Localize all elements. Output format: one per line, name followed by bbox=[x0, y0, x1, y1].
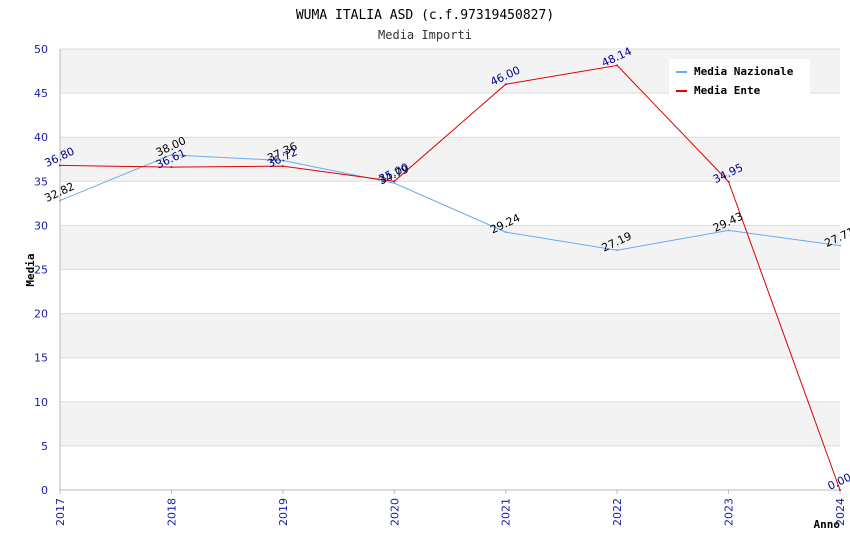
chart-title: WUMA ITALIA ASD (c.f.97319450827) bbox=[296, 8, 554, 23]
data-point bbox=[616, 249, 619, 252]
data-point bbox=[839, 244, 841, 247]
data-point bbox=[281, 165, 284, 168]
data-point bbox=[504, 83, 507, 86]
x-tick-label: 2024 bbox=[834, 498, 847, 526]
data-point bbox=[281, 159, 284, 162]
data-point bbox=[839, 489, 841, 491]
y-tick-label: 10 bbox=[34, 396, 48, 409]
legend: Media Nazionale Media Ente bbox=[669, 59, 810, 97]
data-point bbox=[727, 229, 730, 232]
data-label: 0.00 bbox=[826, 471, 850, 493]
x-tick-label: 2023 bbox=[723, 498, 736, 526]
y-tick-label: 25 bbox=[34, 264, 48, 277]
y-axis-label: Media bbox=[24, 253, 37, 286]
x-tick-label: 2018 bbox=[165, 498, 178, 526]
legend-box bbox=[669, 59, 810, 97]
data-point bbox=[504, 231, 507, 234]
series-line-1 bbox=[59, 64, 841, 491]
y-tick-label: 45 bbox=[34, 87, 48, 100]
y-tick-labels: 0 5 10 15 20 25 30 35 40 45 50 bbox=[34, 43, 48, 497]
x-tick-label: 2017 bbox=[54, 498, 67, 526]
y-tick-label: 30 bbox=[34, 219, 48, 232]
x-tick-label: 2020 bbox=[388, 498, 401, 526]
series-line-0 bbox=[59, 154, 841, 251]
data-point bbox=[727, 180, 730, 183]
data-point bbox=[59, 199, 61, 202]
y-tick-label: 5 bbox=[41, 440, 48, 453]
y-tick-label: 50 bbox=[34, 43, 48, 56]
y-tick-label: 40 bbox=[34, 131, 48, 144]
x-tick-label: 2021 bbox=[500, 498, 513, 526]
data-point bbox=[170, 153, 173, 156]
series-lines bbox=[59, 64, 841, 491]
x-tick-label: 2022 bbox=[611, 498, 624, 526]
plot-band bbox=[60, 137, 840, 182]
x-tick-labels: 2017 2018 2019 2020 2021 2022 2023 2024 bbox=[54, 490, 847, 526]
chart-subtitle: Media Importi bbox=[378, 28, 472, 42]
plot-band bbox=[60, 225, 840, 270]
x-tick-label: 2019 bbox=[277, 498, 290, 526]
legend-label-media-ente: Media Ente bbox=[694, 84, 761, 97]
data-point bbox=[393, 180, 396, 183]
plot-band bbox=[60, 313, 840, 358]
plot-band bbox=[60, 401, 840, 446]
legend-label-media-nazionale: Media Nazionale bbox=[694, 65, 794, 78]
data-point bbox=[170, 166, 173, 169]
y-tick-label: 20 bbox=[34, 308, 48, 321]
y-tick-label: 0 bbox=[41, 484, 48, 497]
data-point bbox=[616, 64, 619, 67]
plot-bands bbox=[60, 49, 840, 446]
y-tick-label: 35 bbox=[34, 175, 48, 188]
data-point bbox=[393, 182, 396, 185]
gridlines bbox=[60, 48, 840, 491]
data-point bbox=[59, 164, 61, 167]
x-axis-label: Anno bbox=[814, 518, 841, 531]
y-tick-label: 15 bbox=[34, 352, 48, 365]
